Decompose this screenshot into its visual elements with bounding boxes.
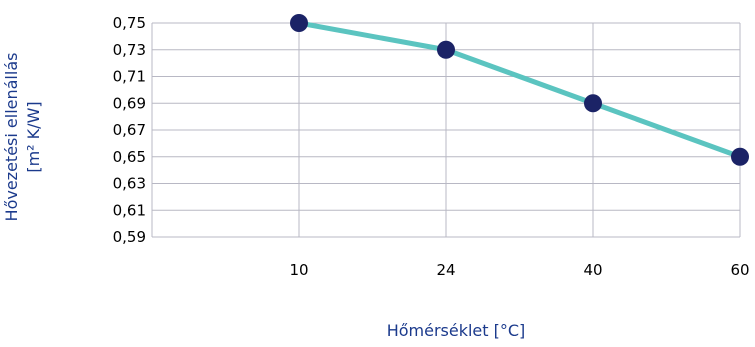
y-tick-label: 0,61 [113, 201, 146, 219]
y-tick-label: 0,75 [113, 14, 146, 32]
y-tick-label: 0,71 [113, 68, 146, 86]
x-tick-label: 40 [583, 261, 602, 279]
x-tick-label: 24 [436, 261, 455, 279]
data-point-marker [584, 94, 602, 113]
data-point-marker [290, 14, 308, 32]
y-tick-label: 0,67 [113, 121, 146, 139]
y-axis-ticks: 0,59 0,61 0,63 0,65 0,67 0,69 0,71 0,73 0,75 [113, 14, 146, 246]
y-axis-title-line-2: [m² K/W] [24, 101, 43, 172]
y-axis-title-line-1: Hővezetési ellenállás [2, 53, 21, 222]
x-tick-label: 60 [730, 261, 749, 279]
x-tick-label: 10 [289, 261, 308, 279]
series-markers [290, 14, 749, 166]
y-tick-label: 0,63 [113, 175, 146, 193]
data-point-marker [731, 147, 749, 166]
y-tick-label: 0,65 [113, 148, 146, 166]
x-axis-title: Hőmérséklet [°C] [387, 321, 526, 340]
y-tick-label: 0,73 [113, 41, 146, 59]
y-axis-title: Hővezetési ellenállás [m² K/W] [2, 53, 43, 222]
series-line [296, 20, 743, 160]
series-line-path [296, 20, 743, 160]
data-point-marker [437, 40, 455, 59]
x-axis-ticks: 10 24 40 60 [289, 261, 749, 279]
y-tick-label: 0,69 [113, 94, 146, 112]
y-tick-label: 0,59 [113, 228, 146, 246]
